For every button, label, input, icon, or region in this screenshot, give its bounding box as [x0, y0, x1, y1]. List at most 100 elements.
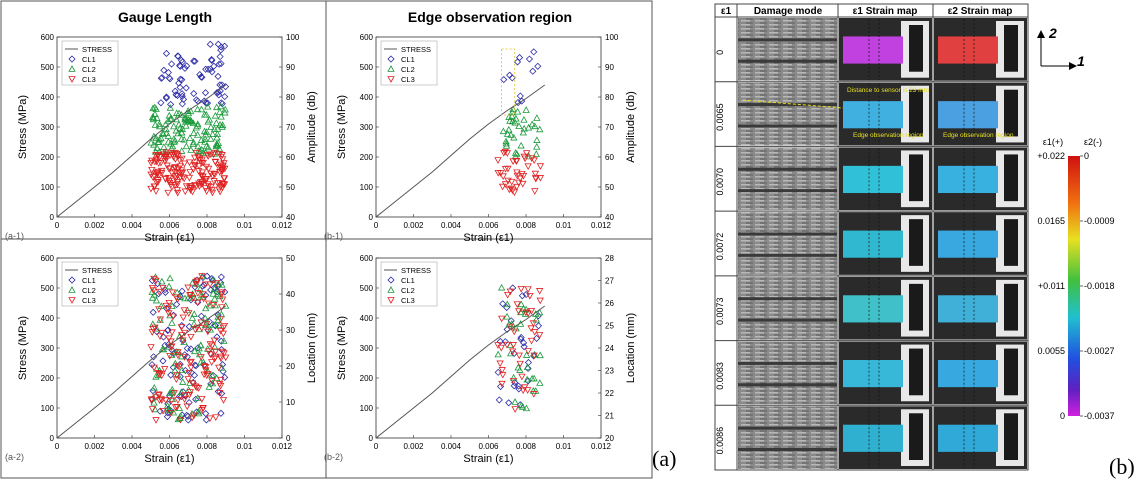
y2-tick-label: 24	[605, 344, 614, 353]
scatter-point-cl3	[157, 159, 165, 167]
scatter-point-cl2	[177, 388, 186, 395]
scatter-point-cl1	[214, 40, 222, 48]
scatter-point-cl2	[202, 111, 211, 118]
scatter-point-cl3	[498, 380, 506, 388]
scatter-point-cl3	[220, 160, 228, 167]
legend-entry: CL2	[82, 286, 96, 295]
scatter-point-cl1	[167, 60, 176, 68]
scatter-point-cl3	[148, 166, 156, 174]
panel-label: (b-2)	[324, 452, 343, 462]
scatter-point-cl2	[202, 304, 210, 312]
annotation-distance: Distance to sensor is 23 mm	[847, 87, 929, 94]
scatter-point-cl2	[153, 144, 161, 151]
scatter-point-cl3	[204, 300, 213, 308]
scatter-point-cl1	[192, 395, 200, 403]
scatter-point-cl3	[190, 412, 198, 420]
e2-strain-map-fixture-slot	[1004, 348, 1018, 396]
scatter-point-cl3	[500, 149, 508, 157]
scatter-point-cl2	[516, 366, 524, 373]
scatter-point-cl3	[154, 391, 163, 399]
scatter-point-cl3	[178, 169, 187, 177]
scatter-point-cl1	[202, 99, 210, 107]
colorbar-tick-e2: -0.0009	[1084, 216, 1115, 226]
scatter-point-cl3	[524, 348, 532, 355]
scatter-point-cl2	[513, 150, 521, 157]
y2-tick-label: 0	[286, 434, 291, 443]
x-tick-label: 0.01	[237, 442, 253, 451]
scatter-point-cl3	[212, 414, 220, 421]
scatter-point-cl1	[199, 282, 207, 290]
legend-entry: CL2	[82, 65, 96, 74]
scatter-point-cl3	[201, 281, 209, 289]
scatter-point-cl2	[212, 142, 220, 150]
scatter-point-cl3	[209, 172, 217, 180]
scatter-point-cl3	[530, 352, 538, 360]
scatter-point-cl3	[219, 165, 227, 173]
scatter-point-cl3	[509, 342, 517, 349]
e1-strain-map	[843, 36, 903, 64]
y2-tick-label: 100	[286, 33, 300, 42]
y2-tick-label: 20	[605, 434, 614, 443]
scatter-point-cl2	[152, 372, 160, 380]
scatter-point-cl2	[189, 138, 198, 146]
scatter-point-cl3	[206, 341, 214, 348]
scatter-point-cl3	[147, 397, 156, 404]
damage-mode-band	[738, 124, 837, 128]
scatter-point-cl3	[209, 151, 218, 159]
scatter-point-cl3	[198, 325, 206, 332]
scatter-point-cl3	[188, 380, 197, 388]
scatter-point-cl2	[205, 383, 213, 390]
scatter-point-cl1	[156, 407, 164, 415]
scatter-point-cl3	[191, 162, 199, 170]
scatter-point-cl3	[202, 367, 210, 374]
scatter-point-cl2	[190, 320, 198, 327]
y-tick-label: 200	[360, 153, 374, 162]
y2-tick-label: 27	[605, 277, 614, 286]
strain-row: 0.0086	[715, 404, 1028, 469]
x-axis-label: Strain (ε1)	[463, 232, 513, 244]
scatter-point-cl2	[174, 415, 182, 423]
scatter-point-cl2	[209, 321, 218, 328]
scatter-point-cl3	[168, 151, 177, 159]
scatter-point-cl2	[176, 414, 184, 422]
scatter-point-cl3	[206, 281, 214, 288]
legend-marker-cl2	[387, 286, 395, 293]
scatter-point-cl3	[166, 352, 174, 360]
scatter-point-cl2	[216, 108, 224, 115]
scatter-point-cl3	[198, 181, 206, 189]
damage-mode-band	[738, 383, 837, 387]
scatter-point-cl3	[528, 155, 536, 162]
scatter-point-cl1	[221, 288, 229, 296]
x-tick-label: 0.004	[122, 442, 143, 451]
scatter-point-cl3	[199, 404, 207, 412]
scatter-point-cl3	[220, 350, 228, 357]
scatter-point-cl2	[149, 113, 158, 121]
scatter-point-cl2	[149, 115, 158, 123]
scatter-point-cl3	[180, 160, 189, 168]
scatter-point-cl3	[186, 359, 194, 367]
e2-strain-map	[938, 424, 998, 452]
scatter-point-cl3	[524, 286, 532, 293]
scatter-point-cl3	[204, 328, 212, 336]
damage-mode-band	[738, 426, 837, 430]
scatter-point-cl2	[159, 345, 168, 353]
scatter-point-cl3	[168, 170, 176, 178]
scatter-point-cl2	[536, 125, 544, 133]
scatter-point-cl2	[508, 112, 516, 120]
scatter-point-cl2	[517, 300, 525, 308]
colorbar: ε1(+) ε2(-) +0.022 0.0165 +0.011 0.0055 0 0 -0…	[1037, 137, 1114, 421]
scatter-point-cl3	[496, 360, 504, 368]
scatter-point-cl3	[184, 376, 192, 383]
scatter-point-cl2	[165, 111, 173, 119]
scatter-point-cl3	[513, 183, 521, 191]
scatter-point-cl3	[147, 160, 155, 167]
legend-entry: STRESS	[82, 45, 112, 54]
scatter-point-cl3	[518, 170, 526, 178]
scatter-point-cl3	[152, 417, 160, 424]
scatter-point-cl1	[210, 62, 218, 70]
y2-tick-label: 50	[286, 183, 295, 192]
scatter-point-cl2	[174, 129, 182, 137]
scatter-point-cl3	[217, 376, 225, 384]
scatter-point-cl2	[170, 122, 178, 130]
scatter-point-cl3	[173, 189, 182, 197]
